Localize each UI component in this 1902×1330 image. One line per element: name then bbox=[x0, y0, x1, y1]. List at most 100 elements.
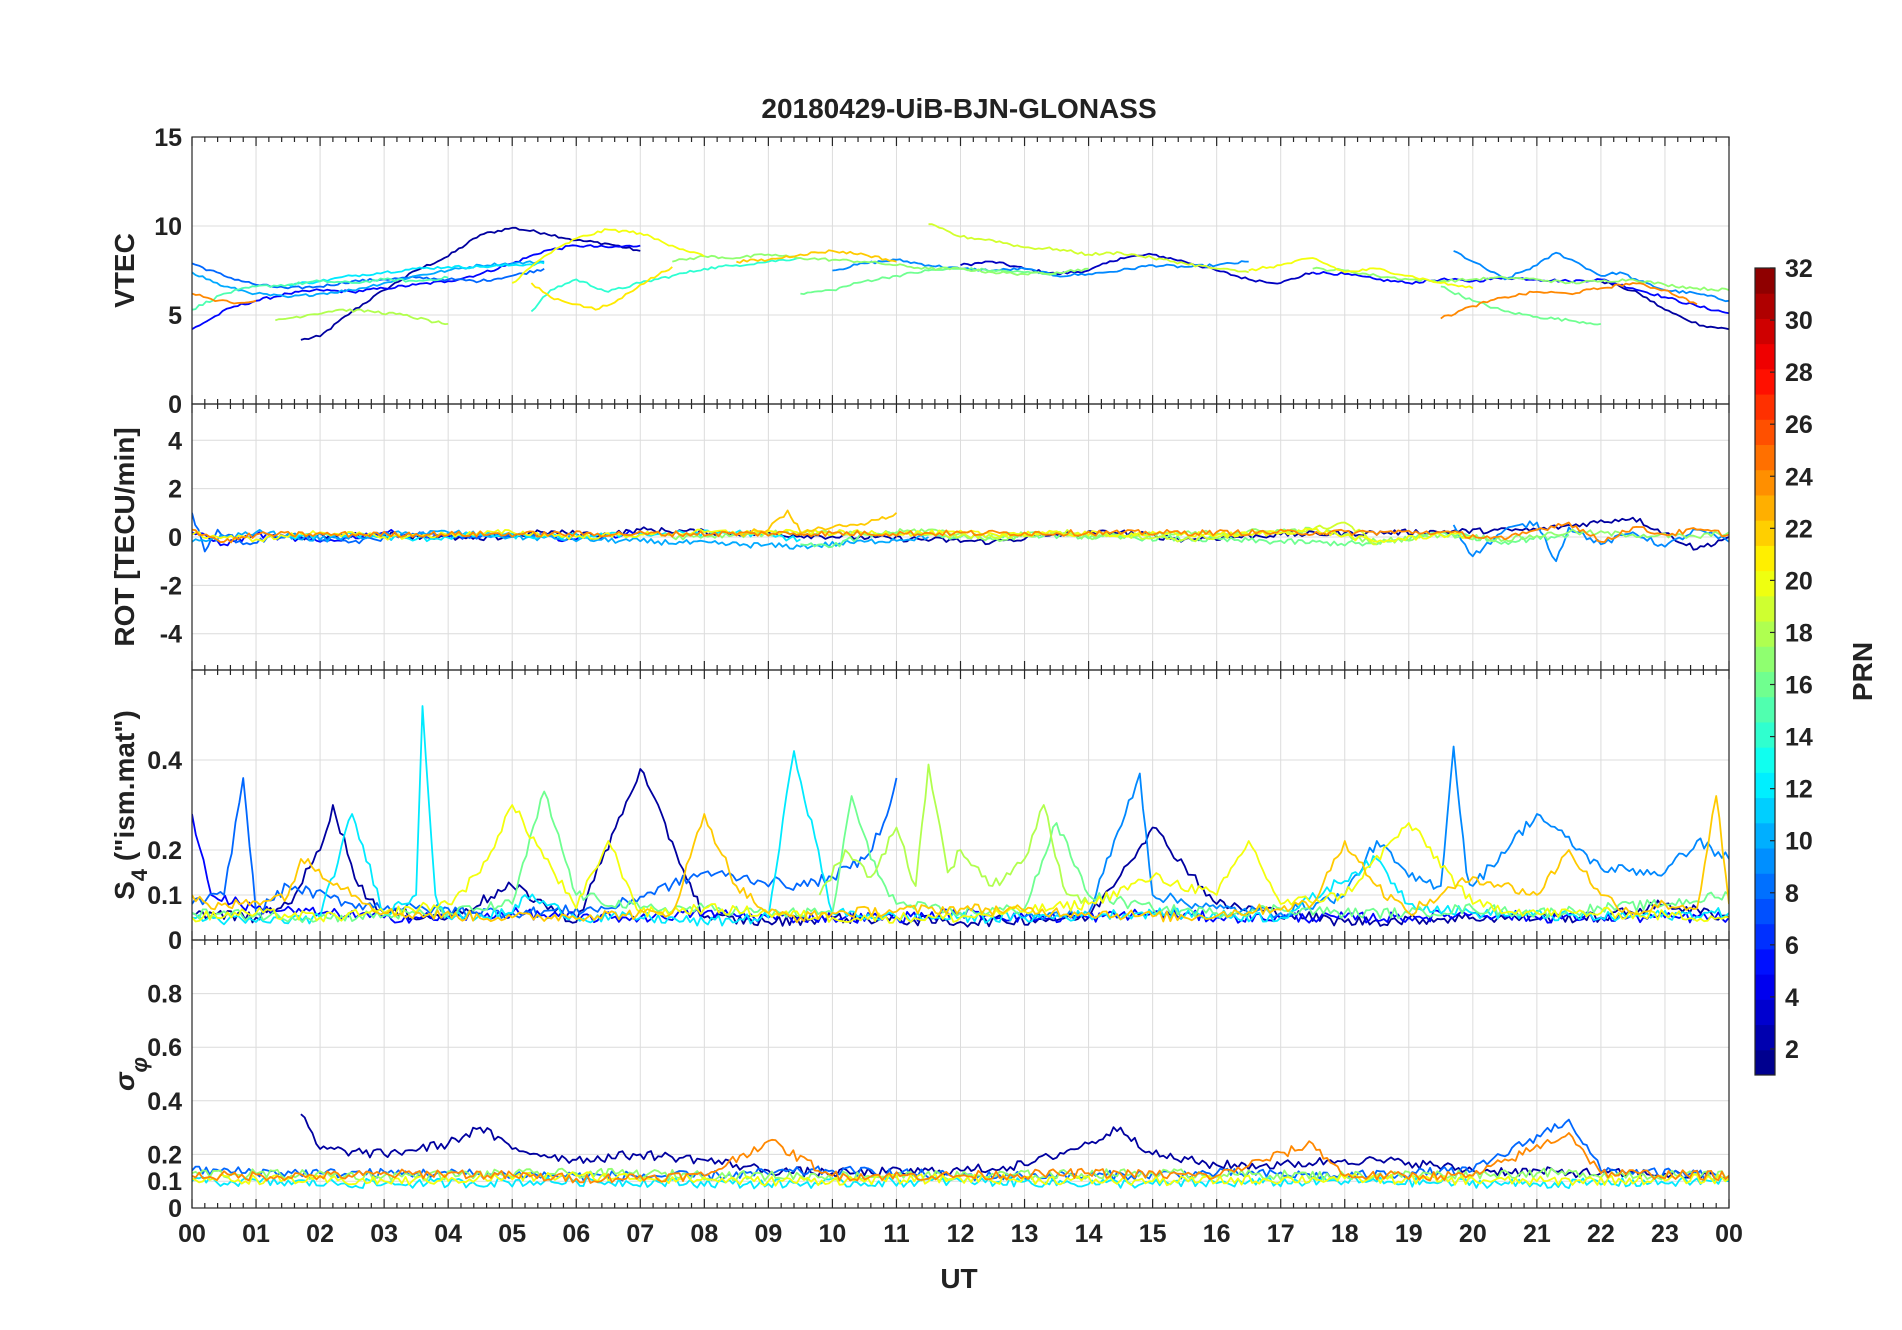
colorbar-segment bbox=[1755, 671, 1775, 698]
x-tick-label: 19 bbox=[1395, 1220, 1423, 1248]
colorbar-segment bbox=[1755, 797, 1775, 824]
x-tick-label: 21 bbox=[1523, 1220, 1551, 1248]
x-tick-label: 11 bbox=[883, 1220, 910, 1248]
colorbar-segment bbox=[1755, 444, 1775, 471]
series-line-prn-5 bbox=[192, 244, 641, 330]
y-axis-label: ROT [TECU/min] bbox=[109, 427, 140, 646]
series-line-prn-18 bbox=[275, 308, 449, 325]
colorbar-segment bbox=[1755, 974, 1775, 1000]
series-line-prn-2 bbox=[1600, 280, 1729, 331]
series-line-prn-17 bbox=[1312, 266, 1729, 292]
series-line-prn-18 bbox=[818, 763, 1090, 905]
colorbar-segment bbox=[1755, 394, 1775, 420]
y-tick-label: 0.2 bbox=[147, 1141, 182, 1169]
colorbar-segment bbox=[1755, 494, 1775, 521]
series-group bbox=[192, 509, 1729, 563]
series-line-prn-20 bbox=[192, 527, 1473, 543]
colorbar-tick-label: 12 bbox=[1785, 776, 1813, 804]
y-tick-label: 10 bbox=[154, 213, 182, 241]
y-tick-label: 0.4 bbox=[147, 1088, 182, 1116]
x-tick-label: 18 bbox=[1331, 1220, 1359, 1248]
colorbar-segment bbox=[1755, 948, 1775, 975]
panel-2: -4 -2 0 2 4 ROT [TECU/min] bbox=[109, 403, 1730, 671]
colorbar-tick-label: 30 bbox=[1785, 307, 1813, 335]
series-line-prn-12 bbox=[192, 1175, 1729, 1190]
y-tick-label: 0.1 bbox=[147, 1168, 182, 1196]
series-line-prn-24 bbox=[1440, 282, 1698, 320]
colorbar-segment bbox=[1755, 772, 1775, 799]
series-line-prn-2 bbox=[300, 516, 1729, 551]
y-tick-label: 4 bbox=[168, 427, 182, 455]
y-tick-label: 0 bbox=[168, 524, 182, 552]
colorbar-segment bbox=[1755, 721, 1775, 748]
x-tick-label: 16 bbox=[1203, 1220, 1231, 1248]
y-tick-label: 0 bbox=[168, 1195, 182, 1223]
series-group bbox=[192, 223, 1729, 341]
series-line-prn-20 bbox=[1248, 257, 1474, 290]
y-tick-label: 15 bbox=[154, 124, 182, 152]
series-line-prn-19 bbox=[928, 223, 1249, 274]
colorbar-segment bbox=[1755, 696, 1775, 723]
series-line-prn-2 bbox=[300, 226, 641, 341]
series-line-prn-9 bbox=[1452, 520, 1729, 563]
series-group bbox=[192, 1113, 1729, 1190]
x-tick-label: 00 bbox=[178, 1220, 206, 1248]
colorbar-tick-label: 20 bbox=[1785, 567, 1813, 595]
y-tick-label: 0.4 bbox=[147, 747, 182, 775]
series-line-prn-24 bbox=[192, 292, 257, 305]
colorbar-segment bbox=[1755, 595, 1775, 622]
y-tick-label: 0.1 bbox=[147, 882, 182, 910]
colorbar-tick-label: 10 bbox=[1785, 828, 1813, 856]
colorbar-tick-label: 24 bbox=[1785, 463, 1813, 491]
colorbar-segment bbox=[1755, 822, 1775, 849]
colorbar-segment bbox=[1755, 343, 1775, 370]
y-tick-label: 0.8 bbox=[147, 981, 182, 1009]
y-tick-label: 0 bbox=[168, 927, 182, 955]
colorbar-segment bbox=[1755, 545, 1775, 572]
colorbar-tick-label: 2 bbox=[1785, 1036, 1799, 1064]
series-line-prn-9 bbox=[1023, 745, 1729, 921]
series-line-prn-15 bbox=[192, 275, 449, 311]
x-tick-label: 04 bbox=[434, 1220, 462, 1248]
x-tick-label: 01 bbox=[242, 1220, 270, 1248]
panel-4: 00.10.2 0.4 0.6 0.8 σφ bbox=[109, 939, 1730, 1223]
colorbar-segment bbox=[1755, 1049, 1775, 1076]
x-tick-label: 13 bbox=[1011, 1220, 1039, 1248]
x-tick-label: 20 bbox=[1459, 1220, 1487, 1248]
series-line-prn-10 bbox=[192, 260, 545, 299]
colorbar-tick-label: 16 bbox=[1785, 672, 1813, 700]
series-line-prn-16 bbox=[1440, 285, 1602, 326]
colorbar-segment bbox=[1755, 898, 1775, 925]
y-tick-label: -4 bbox=[160, 621, 182, 649]
x-tick-label: 09 bbox=[754, 1220, 782, 1248]
colorbar-segment bbox=[1755, 469, 1775, 496]
series-line-prn-8 bbox=[192, 262, 545, 290]
series-line-prn-20 bbox=[192, 1171, 1729, 1187]
series-line-prn-21 bbox=[530, 266, 673, 311]
y-tick-label: 0.6 bbox=[147, 1034, 182, 1062]
colorbar-segment bbox=[1755, 646, 1775, 672]
series-line-prn-12 bbox=[287, 261, 545, 287]
x-tick-label: 12 bbox=[947, 1220, 975, 1248]
series-line-prn-22 bbox=[192, 795, 1729, 924]
y-tick-label: 5 bbox=[168, 302, 182, 330]
x-tick-label: 17 bbox=[1267, 1220, 1295, 1248]
colorbar-segment bbox=[1755, 747, 1775, 773]
series-line-prn-24 bbox=[192, 521, 1729, 544]
x-tick-label: 10 bbox=[819, 1220, 847, 1248]
colorbar-segment bbox=[1755, 520, 1775, 546]
series-line-prn-17 bbox=[672, 253, 1089, 276]
colorbar-label: PRN bbox=[1847, 642, 1878, 701]
series-line-prn-2 bbox=[300, 1113, 1729, 1180]
panel-1: 0 5 10 15 VTEC bbox=[109, 124, 1730, 419]
x-tick-label: 23 bbox=[1651, 1220, 1679, 1248]
colorbar-tick-label: 32 bbox=[1785, 255, 1813, 283]
series-group bbox=[192, 705, 1729, 928]
colorbar-tick-label: 4 bbox=[1785, 984, 1799, 1012]
x-tick-label: 03 bbox=[370, 1220, 398, 1248]
colorbar-segment bbox=[1755, 999, 1775, 1026]
x-tick-label: 14 bbox=[1075, 1220, 1103, 1248]
colorbar-segment bbox=[1755, 318, 1775, 345]
x-tick-label: 22 bbox=[1587, 1220, 1615, 1248]
